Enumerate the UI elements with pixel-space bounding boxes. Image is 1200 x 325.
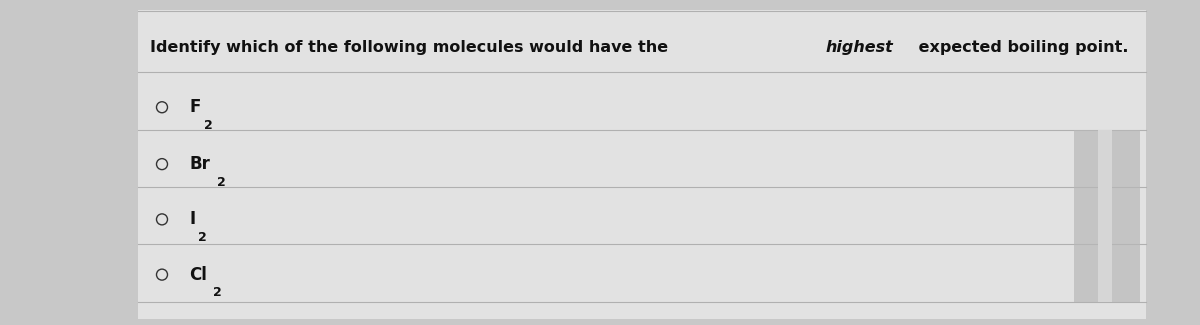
Text: 2: 2 bbox=[216, 176, 226, 188]
Text: highest: highest bbox=[826, 40, 894, 55]
FancyBboxPatch shape bbox=[1098, 130, 1112, 302]
Text: 2: 2 bbox=[212, 286, 222, 299]
Text: I: I bbox=[190, 210, 196, 228]
Text: Br: Br bbox=[190, 155, 210, 173]
Text: 2: 2 bbox=[198, 231, 206, 244]
Text: expected boiling point.: expected boiling point. bbox=[913, 40, 1129, 55]
FancyBboxPatch shape bbox=[138, 10, 1146, 318]
Text: Cl: Cl bbox=[190, 266, 208, 284]
Text: Identify which of the following molecules would have the: Identify which of the following molecule… bbox=[150, 40, 673, 55]
Text: F: F bbox=[190, 98, 200, 116]
FancyBboxPatch shape bbox=[1074, 130, 1140, 302]
Text: 2: 2 bbox=[204, 119, 214, 132]
